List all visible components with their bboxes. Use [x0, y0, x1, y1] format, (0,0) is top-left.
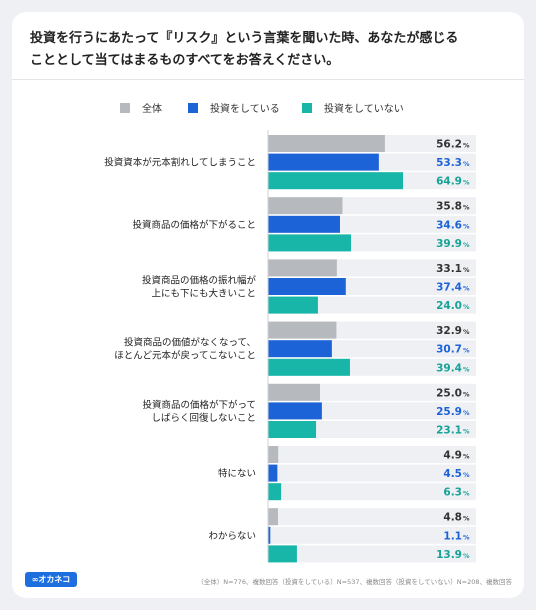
- data-label: 37.4: [436, 282, 462, 294]
- bar: [268, 259, 337, 277]
- data-label: 39.4: [436, 362, 462, 374]
- data-label-unit: %: [463, 303, 470, 311]
- data-label: 56.2: [436, 139, 462, 151]
- data-label: 34.6: [436, 219, 462, 231]
- bar: [268, 483, 282, 501]
- data-label: 25.9: [436, 406, 462, 418]
- data-label: 13.9: [436, 549, 462, 561]
- bar: [268, 153, 379, 171]
- category-label: 上にも下にも大きいこと: [151, 288, 256, 300]
- category-label: わからない: [208, 531, 256, 542]
- bar: [268, 135, 385, 152]
- data-label-unit: %: [463, 160, 470, 168]
- data-label-unit: %: [463, 241, 470, 249]
- bar: [268, 296, 318, 314]
- data-label-unit: %: [463, 471, 470, 479]
- data-label-unit: %: [463, 222, 470, 230]
- data-label: 33.1: [436, 263, 462, 275]
- category-label: 特にない: [218, 468, 256, 480]
- bar: [268, 358, 350, 376]
- bar-track: [268, 526, 476, 544]
- bar: [268, 172, 403, 190]
- data-label: 53.3: [436, 157, 462, 169]
- bar-track: [268, 483, 476, 501]
- data-label-unit: %: [463, 142, 470, 150]
- bar: [268, 508, 278, 526]
- data-label-unit: %: [463, 552, 470, 560]
- legend-label: 全体: [142, 102, 162, 115]
- data-label-unit: %: [463, 428, 470, 436]
- sample-size-note: （全体）N=776、複数回答（投資をしている）N=537、複数回答（投資をしてい…: [197, 578, 512, 586]
- data-label-unit: %: [463, 409, 470, 417]
- bar: [268, 197, 343, 215]
- bar: [268, 340, 332, 358]
- bar-track: [268, 545, 476, 563]
- data-label-unit: %: [463, 179, 470, 187]
- title-divider: [12, 79, 524, 80]
- data-label-unit: %: [463, 328, 470, 336]
- data-label: 4.5: [443, 468, 462, 480]
- data-label-unit: %: [463, 515, 470, 523]
- data-label-unit: %: [463, 490, 470, 498]
- data-label: 64.9: [436, 176, 462, 188]
- data-label-unit: %: [463, 390, 470, 398]
- legend-swatch: [302, 103, 312, 113]
- data-label-unit: %: [463, 266, 470, 274]
- bar: [268, 215, 340, 233]
- title-line-2: こととして当てはまるものすべてをお答えください。: [30, 53, 340, 68]
- bar-track: [268, 464, 476, 482]
- okaneko-logo: ∞オカネコ: [25, 572, 77, 587]
- bar-track: [268, 296, 476, 314]
- data-label-unit: %: [463, 533, 470, 541]
- data-label: 30.7: [436, 344, 462, 356]
- data-label: 23.1: [436, 425, 462, 437]
- legend-swatch: [188, 103, 198, 113]
- data-label-unit: %: [463, 204, 470, 212]
- bar-track: [268, 446, 476, 463]
- bar: [268, 446, 279, 463]
- bar: [268, 321, 337, 339]
- legend-label: 投資をしている: [210, 102, 280, 115]
- data-label: 32.9: [436, 325, 462, 337]
- bar: [268, 234, 351, 252]
- category-label: しばらく回復しないこと: [151, 412, 256, 424]
- data-label: 4.8: [443, 512, 462, 524]
- legend-label: 投資をしていない: [324, 102, 404, 115]
- data-label: 25.0: [436, 387, 462, 399]
- bar-track: [268, 421, 476, 438]
- data-label: 1.1: [443, 530, 462, 542]
- data-label: 39.9: [436, 238, 462, 250]
- bar-track: [268, 508, 476, 526]
- bar: [268, 545, 297, 563]
- legend-swatch: [120, 103, 130, 113]
- chart-title: 投資を行うにあたって『リスク』という言葉を聞いた時、あなたが感じる こととして当…: [30, 28, 500, 72]
- bar: [268, 402, 322, 420]
- category-label: 投資商品の価格が下がって: [142, 399, 256, 411]
- bar: [268, 464, 278, 482]
- data-label: 35.8: [436, 201, 462, 213]
- category-label: 投資商品の価格の振れ幅が: [142, 275, 257, 287]
- category-label: 投資資本が元本割れしてしまうこと: [104, 157, 256, 169]
- bar: [268, 421, 317, 438]
- data-label-unit: %: [463, 365, 470, 373]
- data-label: 6.3: [443, 487, 462, 499]
- category-label: 投資商品の価値がなくなって、: [124, 337, 256, 349]
- bar: [268, 526, 271, 544]
- category-label: 投資商品の価格が下がること: [132, 219, 256, 231]
- data-label-unit: %: [463, 285, 470, 293]
- bar: [268, 383, 320, 401]
- bar: [268, 278, 346, 295]
- data-label: 4.9: [443, 450, 462, 462]
- data-label-unit: %: [463, 347, 470, 355]
- data-label: 24.0: [436, 300, 462, 312]
- data-label-unit: %: [463, 453, 470, 461]
- category-label: ほとんど元本が戻ってこないこと: [114, 350, 256, 362]
- title-line-1: 投資を行うにあたって『リスク』という言葉を聞いた時、あなたが感じる: [30, 31, 459, 46]
